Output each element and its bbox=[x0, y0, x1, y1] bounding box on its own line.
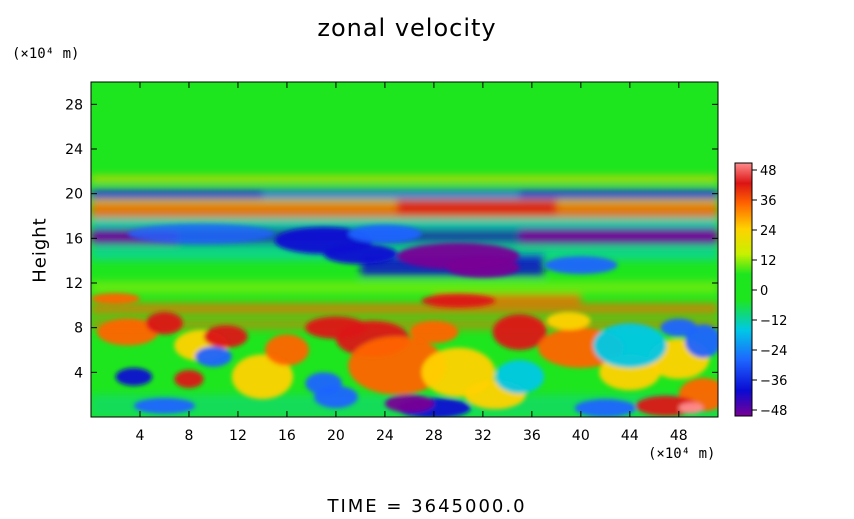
x-tick-label: 40 bbox=[572, 428, 590, 444]
x-tick-label: 36 bbox=[523, 428, 541, 444]
x-tick-label: 44 bbox=[621, 428, 639, 444]
cell bbox=[323, 243, 398, 265]
y-axis-unit: (×10⁴ m) bbox=[12, 46, 80, 62]
band bbox=[91, 189, 718, 201]
colorbar-tick-label: −12 bbox=[760, 314, 787, 329]
cell bbox=[546, 312, 591, 330]
cell bbox=[574, 399, 636, 417]
cell bbox=[409, 320, 459, 344]
band bbox=[91, 280, 718, 295]
colorbar-tick-label: −48 bbox=[760, 404, 787, 419]
colorbar-tick-label: 0 bbox=[760, 284, 768, 299]
plot-frame bbox=[90, 81, 719, 418]
band bbox=[519, 229, 718, 243]
colorbar-tick-label: 48 bbox=[760, 164, 777, 179]
cell bbox=[421, 294, 496, 308]
cell bbox=[678, 402, 704, 414]
cell bbox=[264, 334, 309, 366]
x-axis-unit: (×10⁴ m) bbox=[648, 446, 716, 462]
band bbox=[91, 191, 263, 199]
cell bbox=[544, 256, 618, 275]
cell bbox=[203, 325, 248, 348]
colorbar bbox=[734, 162, 753, 417]
x-tick-label: 16 bbox=[278, 428, 296, 444]
colorbar-tick-label: −36 bbox=[760, 374, 787, 389]
cell bbox=[348, 336, 447, 395]
x-tick-label: 8 bbox=[185, 428, 194, 444]
x-tick-label: 20 bbox=[327, 428, 345, 444]
cell bbox=[495, 360, 545, 394]
heatmap-field bbox=[91, 82, 718, 417]
cell bbox=[305, 372, 343, 395]
cell bbox=[593, 323, 667, 368]
y-tick-label: 4 bbox=[74, 365, 83, 381]
colorbar-tick-label: 24 bbox=[760, 224, 777, 239]
cell bbox=[146, 312, 183, 335]
y-tick-label: 20 bbox=[65, 187, 83, 203]
band bbox=[91, 175, 718, 183]
x-tick-label: 48 bbox=[670, 428, 688, 444]
cell bbox=[384, 394, 434, 413]
cell bbox=[97, 318, 159, 346]
x-tick-label: 32 bbox=[474, 428, 492, 444]
colorbar-tick-label: 36 bbox=[760, 194, 777, 209]
y-axis: 4 8 12 16 20 24 28 bbox=[65, 97, 718, 381]
y-tick-label: 16 bbox=[65, 231, 83, 247]
cell bbox=[91, 293, 140, 305]
band bbox=[91, 218, 718, 228]
x-tick-label: 24 bbox=[376, 428, 394, 444]
x-tick-label: 28 bbox=[425, 428, 443, 444]
time-label: TIME = 3645000.0 bbox=[327, 496, 527, 517]
band bbox=[519, 191, 718, 199]
band bbox=[397, 200, 557, 214]
cell bbox=[446, 257, 520, 278]
band bbox=[91, 318, 718, 330]
colorbar-tick-label: −24 bbox=[760, 344, 787, 359]
cell bbox=[492, 314, 547, 350]
cell bbox=[231, 354, 294, 400]
x-tick-label: 4 bbox=[136, 428, 145, 444]
cell bbox=[660, 318, 698, 337]
band bbox=[433, 294, 581, 304]
colorbar-tick-label: 12 bbox=[760, 254, 777, 269]
y-tick-label: 8 bbox=[74, 321, 83, 337]
x-tick-label: 12 bbox=[229, 428, 247, 444]
field-cells bbox=[91, 223, 718, 417]
y-tick-label: 12 bbox=[65, 276, 83, 292]
cell bbox=[195, 346, 232, 367]
band bbox=[91, 303, 718, 315]
cell bbox=[133, 398, 196, 414]
y-tick-label: 24 bbox=[65, 142, 83, 158]
cell bbox=[348, 224, 422, 243]
cell bbox=[174, 370, 204, 388]
cell bbox=[127, 223, 275, 244]
cell bbox=[115, 367, 153, 386]
x-axis: 4 8 12 16 20 24 28 32 36 40 44 48 bbox=[136, 82, 688, 444]
y-tick-label: 28 bbox=[65, 97, 83, 113]
chart-title: zonal velocity bbox=[317, 14, 497, 42]
colorbar-ticks: 48 36 24 12 0 −12 −24 −36 −48 bbox=[752, 164, 787, 419]
